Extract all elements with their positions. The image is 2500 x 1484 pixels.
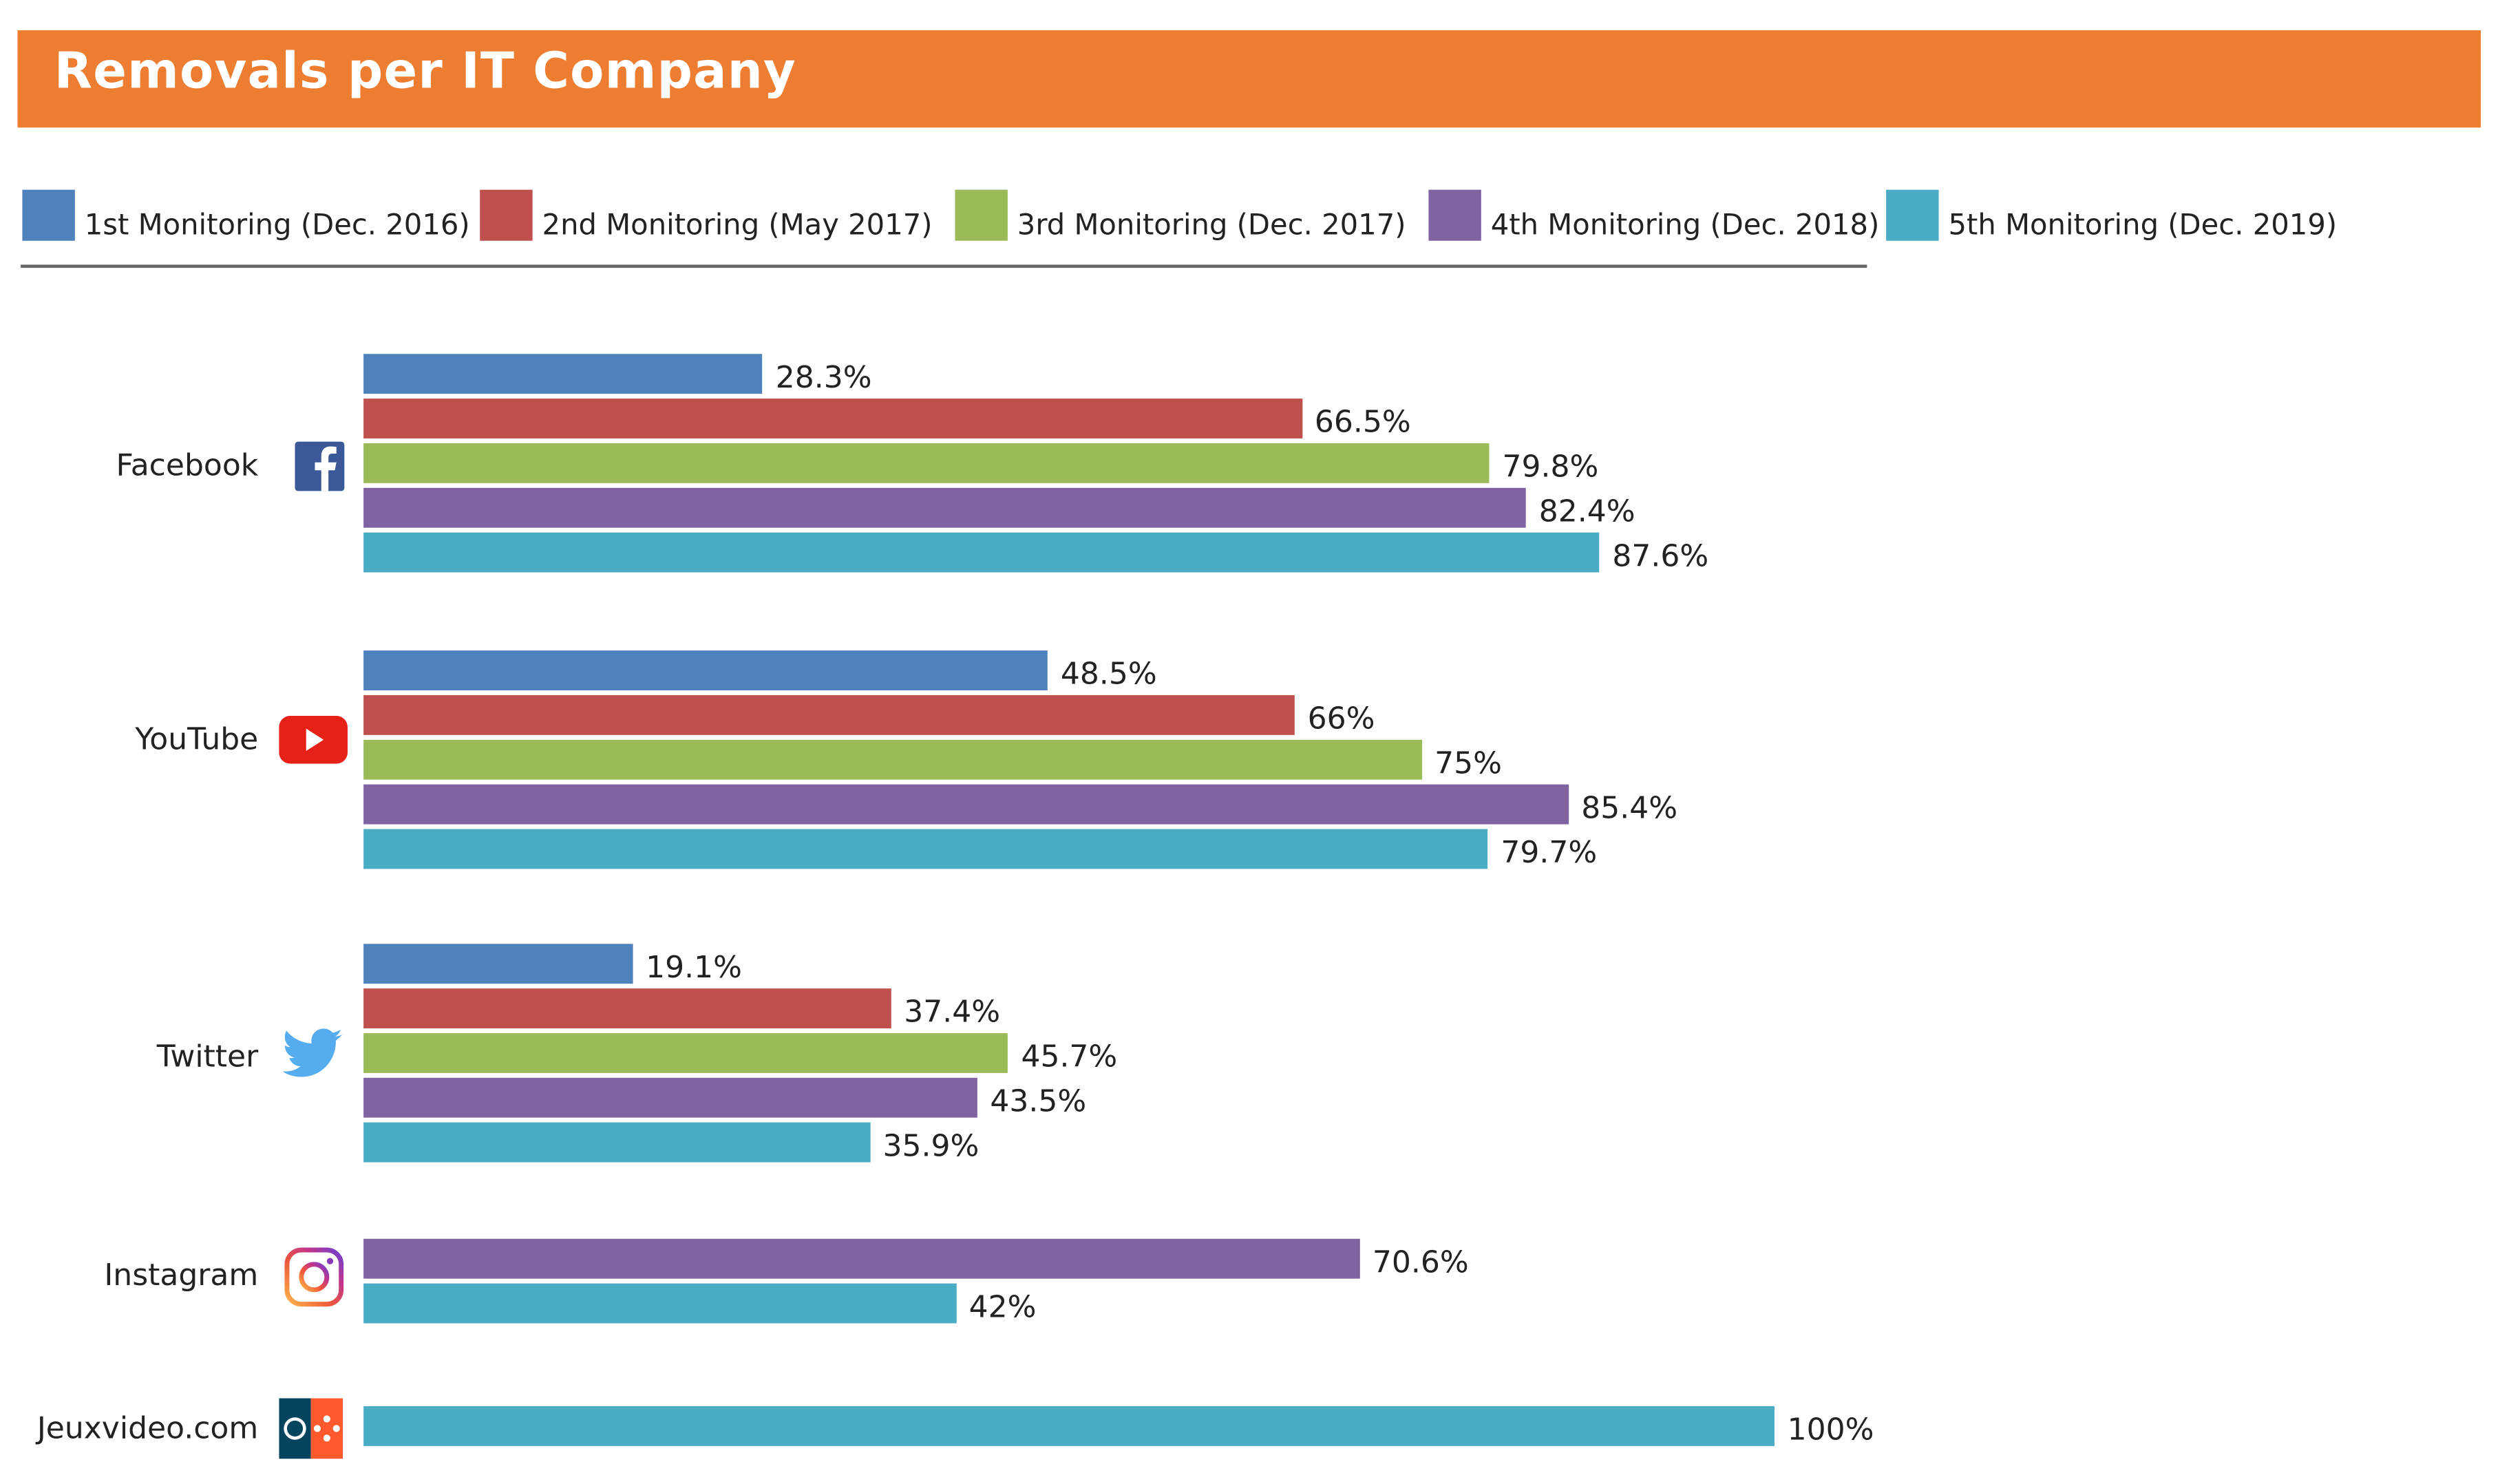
bar <box>363 784 1569 825</box>
legend-swatch <box>480 189 533 241</box>
data-label: 87.6% <box>1612 538 1709 574</box>
data-label: 66% <box>1307 701 1375 737</box>
bar <box>363 399 1302 438</box>
category-label: Facebook <box>116 447 259 483</box>
bar <box>363 1122 871 1163</box>
data-label: 66.5% <box>1314 405 1411 441</box>
data-label: 43.5% <box>990 1084 1087 1120</box>
bar <box>363 443 1490 483</box>
legend-swatch <box>1428 189 1481 241</box>
bar <box>363 988 891 1029</box>
data-label: 28.3% <box>775 360 872 396</box>
bar <box>363 487 1527 528</box>
bar <box>363 944 633 984</box>
data-label: 85.4% <box>1581 790 1678 826</box>
data-label: 79.8% <box>1502 449 1599 485</box>
facebook-icon <box>279 438 346 493</box>
data-label: 35.9% <box>882 1128 979 1164</box>
bar <box>363 739 1422 780</box>
instagram-icon <box>279 1247 346 1307</box>
legend-label: 4th Monitoring (Dec. 2018) <box>1490 209 1880 243</box>
bar <box>363 354 763 394</box>
legend-label: 3rd Monitoring (Dec. 2017) <box>1017 209 1406 243</box>
bar <box>363 1238 1360 1279</box>
data-label: 70.6% <box>1372 1245 1469 1280</box>
data-label: 42% <box>968 1289 1037 1325</box>
legend-label: 5th Monitoring (Dec. 2019) <box>1948 209 2338 243</box>
twitter-icon <box>279 1028 346 1083</box>
bar <box>363 650 1048 690</box>
legend-swatch <box>22 189 75 241</box>
legend-label: 2nd Monitoring (May 2017) <box>542 209 933 243</box>
chart-title: Removals per IT Company <box>54 43 796 100</box>
legend-swatch <box>1886 189 1939 241</box>
data-label: 48.5% <box>1060 657 1157 692</box>
data-label: 37.4% <box>904 995 1001 1030</box>
jeuxvideo-icon <box>279 1398 346 1459</box>
legend-label: 1st Monitoring (Dec. 2016) <box>84 209 470 243</box>
category-label: Twitter <box>156 1039 259 1075</box>
title-bar: Removals per IT Company <box>17 30 2481 128</box>
bar <box>363 695 1295 735</box>
data-label: 45.7% <box>1021 1039 1118 1075</box>
category-label: Instagram <box>104 1258 259 1293</box>
bar <box>363 1077 977 1118</box>
bar <box>363 532 1600 573</box>
category-label: Jeuxvideo.com <box>36 1410 259 1446</box>
bar <box>363 1283 957 1324</box>
data-label: 19.1% <box>646 950 742 986</box>
legend-swatch <box>955 189 1008 241</box>
data-label: 75% <box>1434 746 1502 781</box>
bar <box>363 1032 1008 1073</box>
bar <box>363 1406 1775 1446</box>
youtube-icon <box>279 712 348 767</box>
data-label: 82.4% <box>1538 494 1635 530</box>
bar <box>363 829 1488 869</box>
legend-divider <box>21 264 1867 268</box>
data-label: 79.7% <box>1501 835 1598 871</box>
data-label: 100% <box>1787 1412 1874 1448</box>
category-label: YouTube <box>135 722 259 758</box>
